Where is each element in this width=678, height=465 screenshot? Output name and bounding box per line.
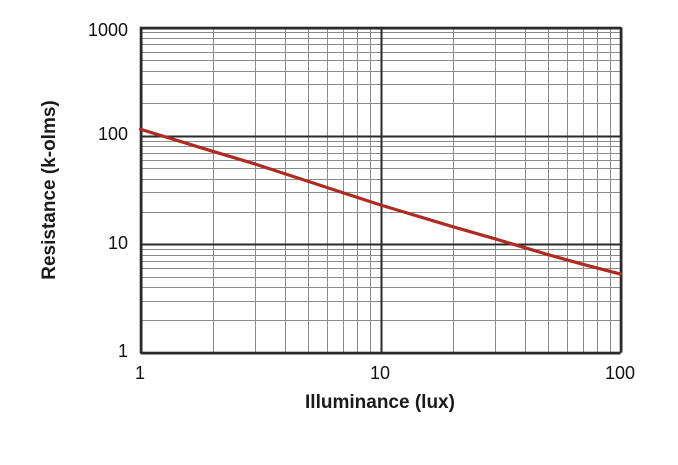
major-gridlines: [140, 27, 623, 355]
y-tick-label-10: 10: [107, 233, 128, 253]
y-tick-label-1: 1: [117, 341, 128, 361]
x-axis-title: Illuminance (lux): [305, 392, 455, 413]
x-axis-title-container: Illuminance (lux): [140, 392, 620, 414]
data-series-line: [138, 127, 623, 276]
x-tick-label-100: 100: [604, 363, 636, 383]
x-tick-label-10: 10: [369, 363, 391, 383]
x-tick-label-1: 1: [134, 363, 145, 383]
y-tick-label-1000: 1000: [87, 20, 128, 40]
y-tick-label-100: 100: [97, 124, 128, 144]
plot-frame: [139, 26, 622, 354]
minor-gridlines: [140, 27, 621, 353]
